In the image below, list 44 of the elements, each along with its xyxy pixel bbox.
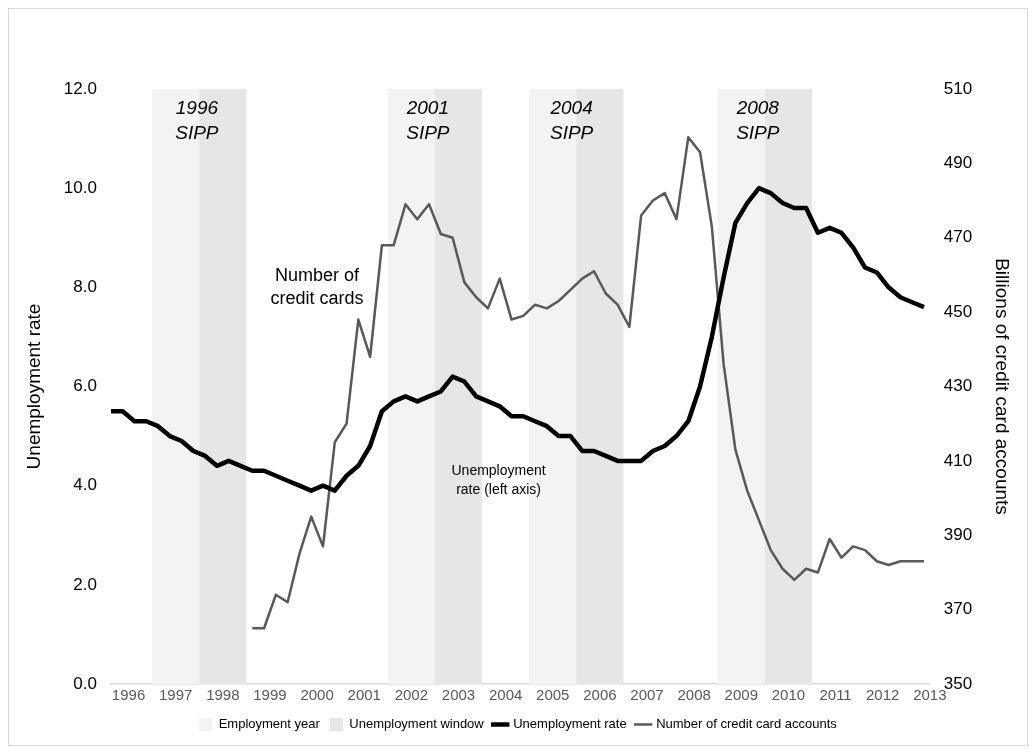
- y-tick-label: 2.0: [73, 574, 97, 594]
- annotation: 2008 SIPP: [735, 97, 780, 143]
- x-tick-label: 2000: [300, 686, 334, 704]
- x-tick-label: 2010: [771, 686, 806, 704]
- y2-tick-label: 390: [943, 524, 973, 544]
- x-tick-label: 2008: [677, 686, 711, 704]
- y-tick-label: 8.0: [73, 277, 97, 297]
- y-tick-label: 0.0: [73, 673, 97, 693]
- y-tick-label: 12.0: [63, 78, 97, 98]
- x-tick-label: 2011: [819, 686, 852, 704]
- y2-axis-title: Billions of credit card accounts: [992, 258, 1014, 515]
- x-tick-label: 2012: [866, 686, 900, 704]
- y-axis-title: Unemployment rate: [22, 303, 44, 470]
- legend-label: Unemployment window: [349, 716, 485, 732]
- x-tick-label: 2002: [394, 686, 429, 704]
- x-tick-label: 2001: [347, 686, 381, 704]
- y2-tick-label: 370: [943, 599, 973, 619]
- x-tick-label: 2006: [583, 686, 617, 704]
- y-tick-label: 6.0: [73, 376, 97, 396]
- annotation: 1996 SIPP: [175, 97, 219, 143]
- x-tick-label: 1997: [159, 686, 193, 704]
- x-tick-label: 2007: [630, 686, 664, 704]
- x-tick-label: 2009: [724, 686, 758, 704]
- annotation: 2001 SIPP: [405, 97, 450, 143]
- annotation: Number of credit cards: [270, 264, 364, 308]
- y2-tick-label: 410: [943, 450, 973, 470]
- y2-tick-label: 490: [943, 153, 973, 173]
- annotation: 2004 SIPP: [549, 97, 594, 143]
- x-tick-label: 1996: [111, 686, 146, 704]
- y-tick-label: 4.0: [73, 475, 97, 495]
- y2-tick-label: 430: [943, 376, 973, 396]
- legend-label: Employment year: [218, 716, 321, 732]
- x-tick-label: 2004: [488, 686, 523, 704]
- legend-label: Unemployment rate: [513, 716, 627, 732]
- y2-tick-label: 470: [943, 227, 973, 247]
- y2-tick-label: 450: [943, 301, 973, 321]
- x-tick-label: 1998: [206, 686, 240, 704]
- x-tick-label: 1999: [253, 686, 287, 704]
- x-tick-label: 2005: [536, 686, 570, 704]
- annotation: Unemployment rate (left axis): [451, 462, 546, 497]
- y-tick-label: 10.0: [63, 177, 97, 197]
- legend-label: Number of credit card accounts: [656, 716, 838, 732]
- y2-tick-label: 510: [943, 78, 973, 98]
- x-tick-label: 2003: [441, 686, 476, 704]
